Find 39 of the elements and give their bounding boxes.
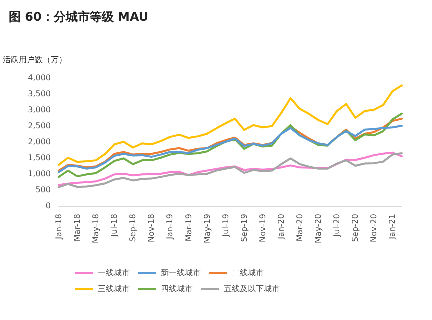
x-tick-label: Nov-20	[370, 214, 379, 242]
legend-label: 二线城市	[232, 268, 264, 278]
x-tick-label: Jul-19	[221, 214, 230, 238]
x-tick-label: Sep-18	[128, 214, 138, 242]
x-tick-label: Nov-19	[258, 214, 268, 242]
legend-label: 一线城市	[98, 268, 130, 278]
chart-title: 图 60：分城市等级 MAU	[9, 10, 149, 24]
x-tick-label: Jan-19	[166, 214, 175, 240]
x-tick-label: May-18	[92, 214, 101, 244]
x-tick-label: May-19	[202, 214, 212, 244]
y-tick-label: 3,000	[28, 106, 51, 114]
x-tick-label: Jan-21	[388, 214, 398, 240]
x-tick-label: Nov-18	[147, 214, 156, 242]
y-tick-label: 500	[36, 186, 51, 194]
legend-label: 五线及以下城市	[224, 284, 280, 294]
x-tick-label: Jul-20	[332, 214, 342, 238]
y-axis-title: 活跃用户数（万）	[3, 56, 67, 64]
y-tick-label: 0	[46, 202, 51, 210]
y-tick-label: 2,500	[28, 122, 51, 130]
x-tick-label: Jan-18	[54, 214, 64, 240]
legend-label: 四线城市	[161, 284, 193, 294]
y-tick-label: 1,500	[28, 154, 51, 162]
x-tick-label: Mar-18	[73, 214, 82, 242]
line-series	[58, 84, 403, 166]
x-tick-label: Mar-20	[296, 214, 305, 242]
x-tick-label: Sep-20	[351, 214, 360, 242]
y-tick-label: 1,000	[28, 170, 51, 178]
legend-label: 新一线城市	[161, 268, 201, 278]
x-tick-label: May-20	[314, 214, 324, 244]
x-tick-label: Sep-19	[240, 214, 249, 242]
x-tick-label: Jul-18	[110, 214, 120, 238]
y-tick-label: 4,000	[28, 74, 51, 82]
line-series	[58, 125, 403, 174]
x-tick-label: Mar-19	[184, 214, 194, 242]
y-tick-label: 2,000	[28, 138, 51, 146]
line-series	[58, 112, 403, 178]
legend-label: 三线城市	[98, 284, 130, 294]
x-tick-label: Jan-20	[276, 214, 286, 240]
y-tick-label: 3,500	[28, 90, 51, 98]
